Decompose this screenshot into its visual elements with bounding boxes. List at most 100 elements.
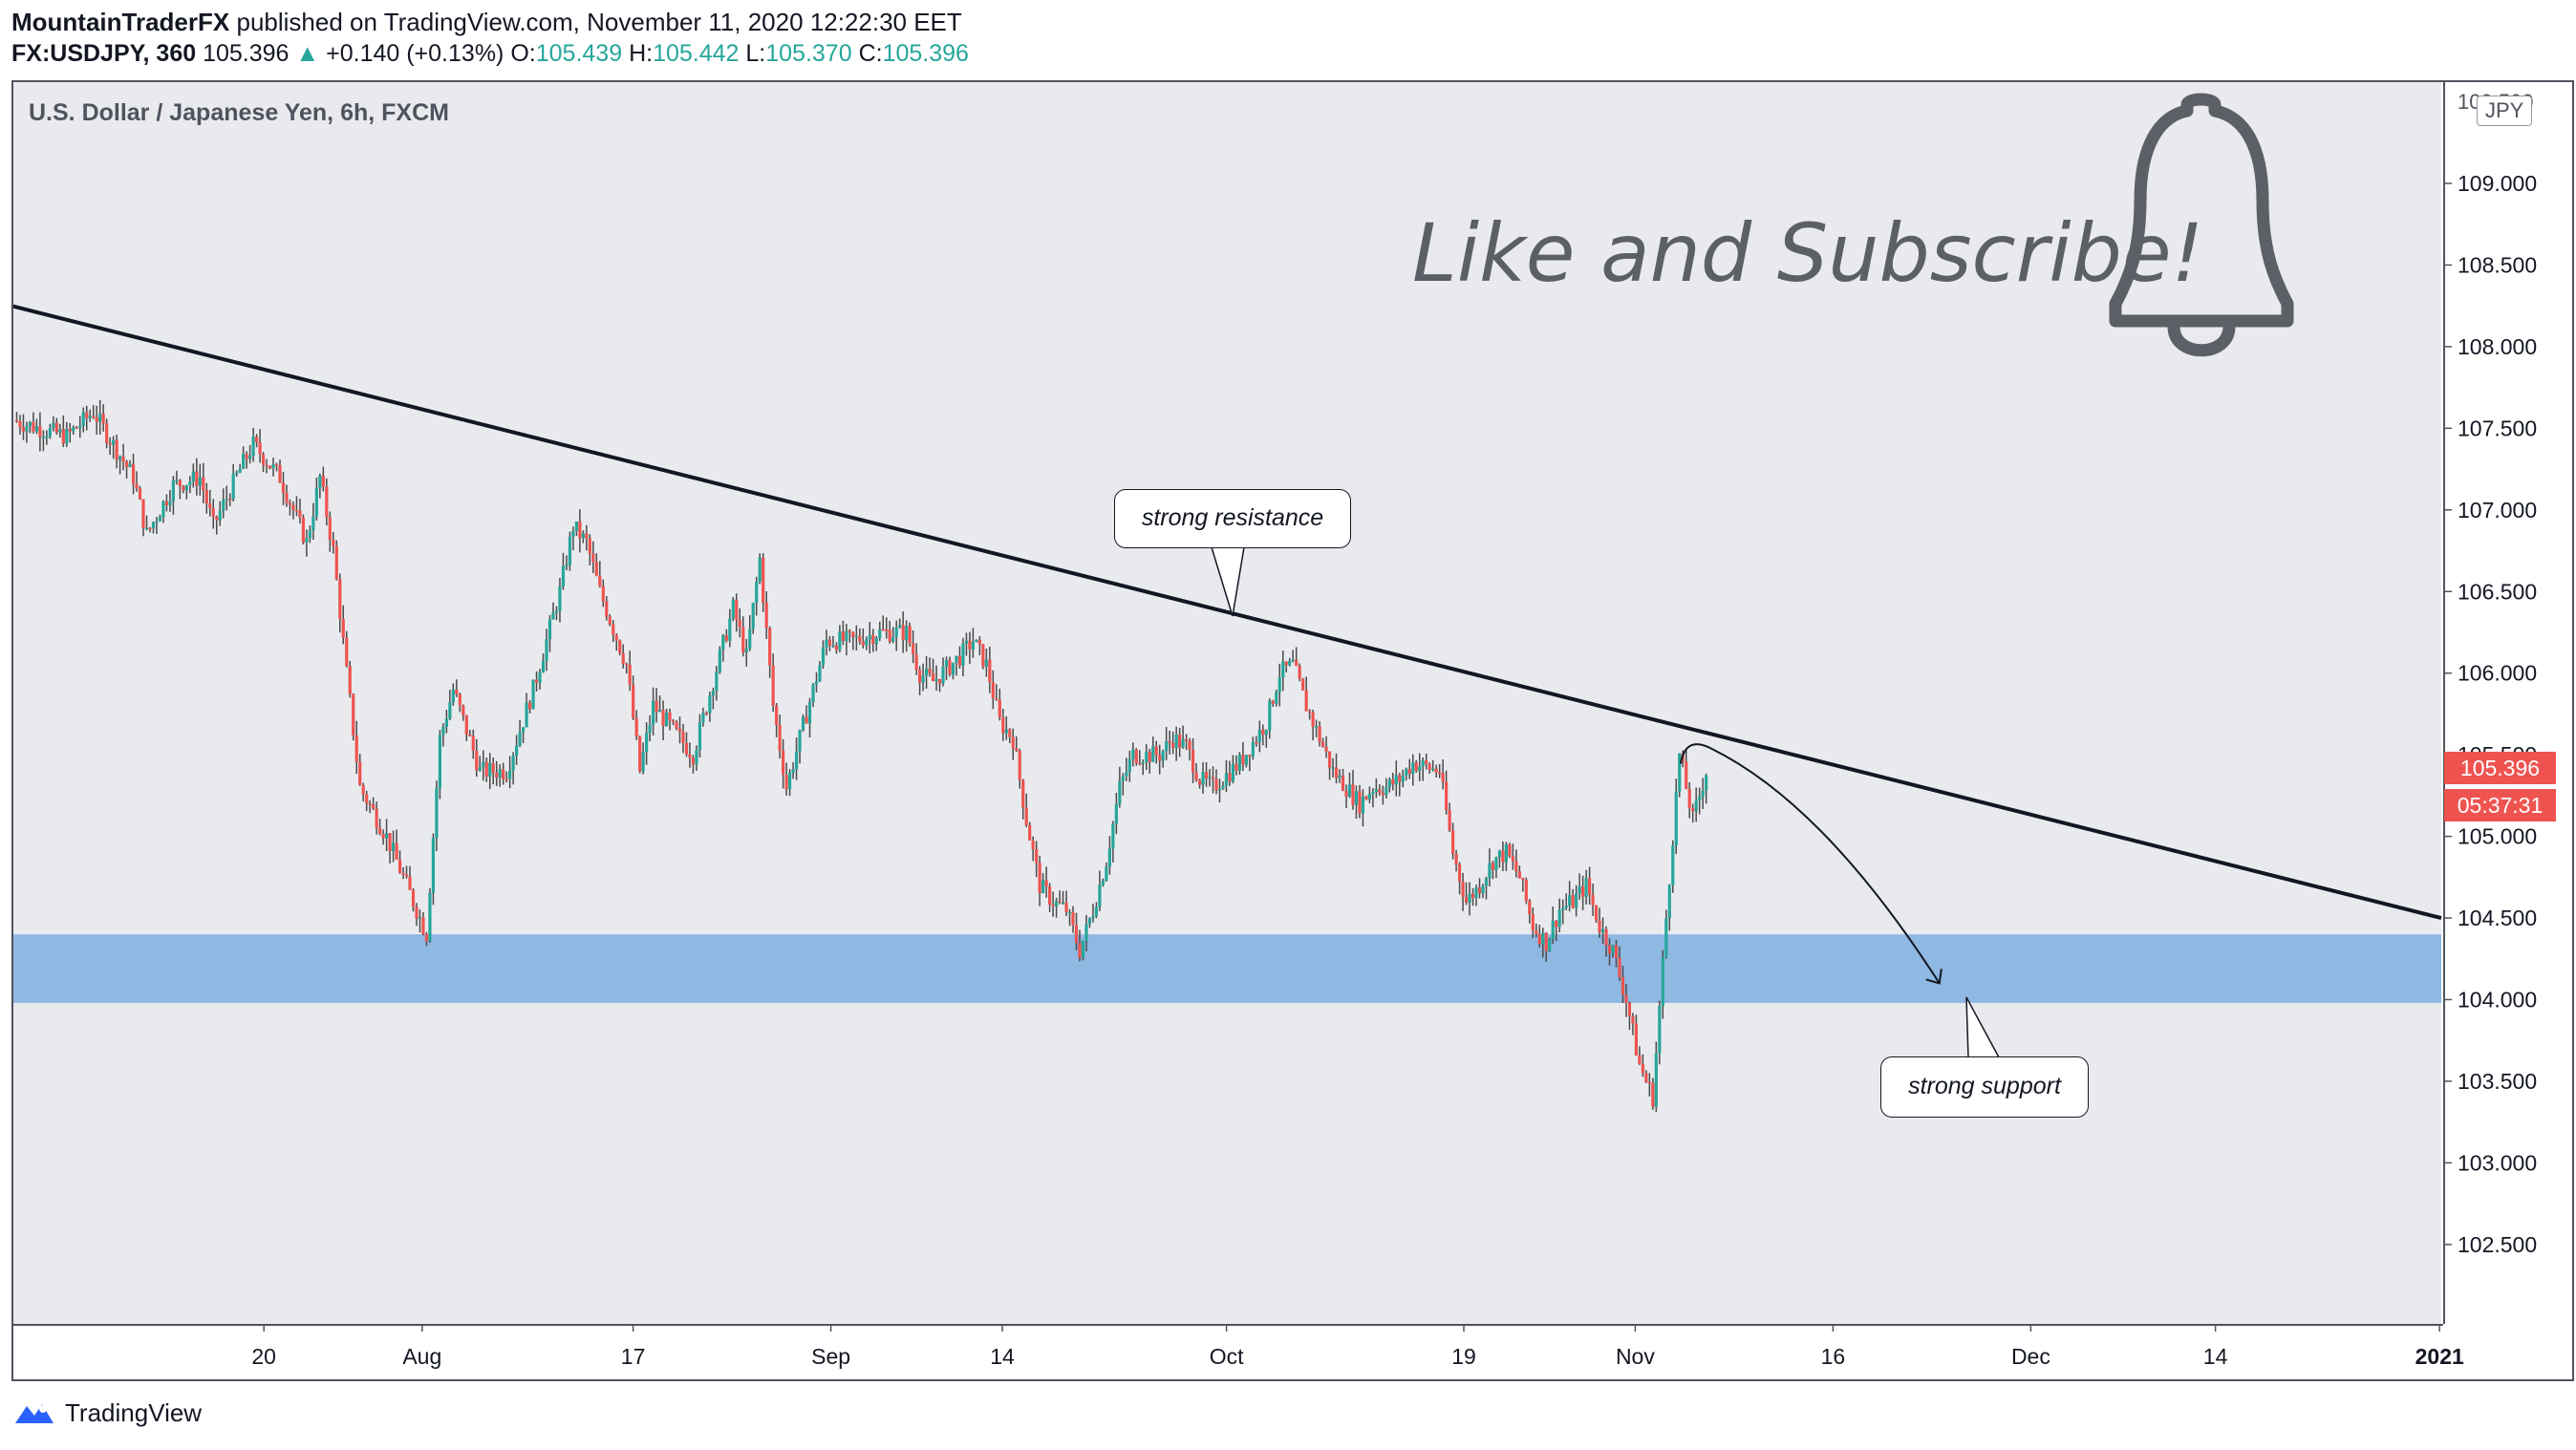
candle [634, 710, 638, 740]
candle-body [85, 412, 89, 418]
candle [518, 719, 522, 747]
support-zone [11, 934, 2441, 1003]
candle-body [1474, 887, 1478, 899]
candle-body [1694, 800, 1698, 812]
candle [1268, 698, 1272, 739]
candle [571, 526, 575, 551]
candle [431, 833, 436, 906]
currency-badge[interactable]: JPY [2477, 96, 2533, 126]
candle-body [825, 639, 828, 648]
candle [418, 909, 422, 933]
candle-body [1334, 767, 1339, 778]
candle-body [1011, 736, 1015, 749]
candle-body [1411, 762, 1415, 775]
candle-body [1671, 845, 1675, 885]
candle [311, 502, 315, 541]
candle [1224, 759, 1229, 793]
candle-body [1664, 918, 1668, 958]
candle [545, 629, 548, 672]
candle-body [332, 540, 335, 546]
candle [188, 476, 192, 494]
candle-body [105, 423, 109, 443]
candle [1474, 885, 1478, 906]
candle [677, 716, 682, 744]
x-tick-label: 14 [990, 1344, 1015, 1369]
candle [211, 499, 215, 529]
candle-body [151, 522, 156, 529]
candle [1334, 753, 1339, 784]
tradingview-logo[interactable]: TradingView [13, 1398, 202, 1428]
candle-body [1301, 678, 1305, 691]
author-name[interactable]: MountainTraderFX [11, 8, 230, 36]
candle-body [551, 612, 555, 620]
support-callout[interactable]: strong support [1880, 1056, 2089, 1118]
candle-body [801, 716, 805, 731]
candle [1161, 749, 1165, 768]
candle [171, 476, 175, 515]
candle-body [1494, 857, 1498, 870]
candle [1094, 902, 1099, 919]
y-tick-label: 102.500 [2458, 1232, 2537, 1257]
candle [881, 615, 885, 631]
time-axis[interactable] [11, 1324, 2443, 1381]
candle [184, 484, 188, 500]
candle [578, 509, 582, 553]
y-tick-label: 106.500 [2458, 579, 2537, 604]
candle [1154, 740, 1158, 764]
candle [348, 660, 352, 698]
candle-body [1298, 666, 1301, 679]
candle-body [525, 702, 528, 728]
candle-body [301, 517, 306, 543]
candle [1418, 753, 1422, 781]
candle [1428, 762, 1431, 774]
candle-body [81, 412, 85, 426]
candle-body [511, 756, 515, 771]
candle-body [1647, 1081, 1651, 1084]
candle [1564, 893, 1568, 911]
candle [988, 647, 992, 693]
price-axis[interactable] [2443, 80, 2574, 1324]
candle-body [1491, 863, 1495, 870]
candle-body [1018, 751, 1021, 780]
candle [131, 453, 136, 495]
candle-body [1701, 790, 1705, 797]
candle [998, 688, 1001, 721]
candle [148, 526, 152, 533]
candle [1211, 766, 1215, 794]
candle-body [1598, 920, 1601, 933]
candle-body [1687, 788, 1691, 809]
candle-body [155, 521, 159, 523]
candle-body [135, 483, 139, 489]
candle [818, 661, 822, 682]
candle-body [928, 669, 932, 673]
candle [1101, 878, 1106, 887]
candle-body [321, 475, 325, 487]
candle [1318, 720, 1321, 747]
candle-body [1398, 775, 1402, 782]
candle-body [827, 639, 832, 646]
candle-body [1407, 768, 1411, 775]
publish-meta: published on TradingView.com, November 1… [236, 8, 962, 36]
candle-body [18, 421, 22, 428]
candle [378, 819, 382, 836]
candle [52, 416, 55, 432]
candle [1341, 768, 1345, 792]
candle [1528, 899, 1532, 924]
candle-body [991, 682, 995, 698]
candle [1255, 736, 1258, 747]
candle-body [115, 439, 118, 460]
candle [1611, 944, 1615, 958]
candle-body [204, 490, 208, 503]
candle [375, 801, 378, 835]
resistance-callout[interactable]: strong resistance [1114, 489, 1351, 548]
candle [1354, 785, 1359, 820]
candle [738, 608, 741, 638]
candle-body [854, 635, 858, 638]
candle [908, 622, 912, 647]
candle-body [1204, 771, 1209, 778]
candle-body [1401, 775, 1405, 782]
candle-body [1255, 741, 1258, 744]
candle [931, 658, 935, 682]
candle-body [348, 666, 352, 694]
